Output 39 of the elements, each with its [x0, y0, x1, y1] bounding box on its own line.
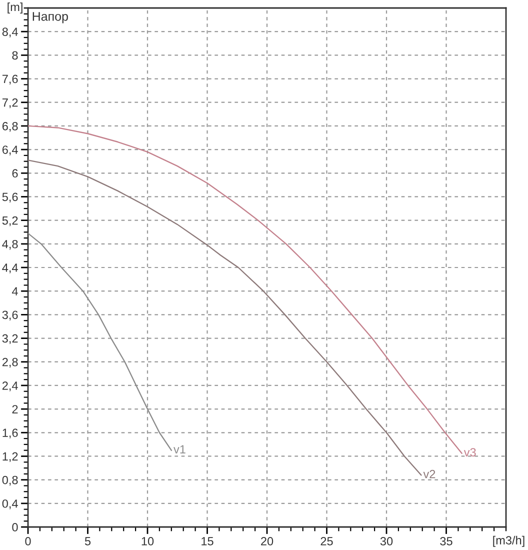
y-tick-label: 6 — [12, 169, 18, 178]
y-tick-label: 7,2 — [2, 98, 18, 108]
y-tick-label: 6,4 — [2, 146, 18, 156]
y-tick-label: 3,6 — [2, 310, 18, 320]
series-label: v3 — [464, 448, 476, 456]
x-axis-title: [m3/h] — [493, 536, 524, 547]
y-axis-title: [m] — [8, 2, 22, 14]
x-tick-label: 30 — [380, 537, 393, 546]
line-series — [28, 232, 172, 451]
x-tick-label: 0 — [25, 537, 31, 546]
y-tick-label: 7,6 — [2, 74, 18, 85]
y-tick-label: 6,8 — [2, 122, 18, 132]
series-label: v1 — [174, 445, 186, 454]
x-tick-label: 10 — [142, 537, 154, 546]
y-tick-label: 5,6 — [2, 192, 18, 203]
y-tick-label: 0,8 — [2, 476, 18, 486]
series-label: v2 — [423, 470, 436, 478]
line-series — [28, 160, 422, 476]
y-tick-label: 4,8 — [2, 240, 18, 250]
x-tick-label: 5 — [84, 537, 91, 546]
y-tick-label: 0 — [12, 523, 18, 532]
x-tick-label: 20 — [261, 537, 274, 546]
y-tick-label: 3,2 — [2, 334, 18, 344]
y-tick-label: 4 — [12, 287, 18, 296]
y-tick-label: 1,2 — [2, 452, 18, 462]
x-tick-label: 25 — [320, 537, 333, 546]
y-tick-label: 8 — [12, 51, 18, 60]
y-tick-label: 2,4 — [2, 381, 18, 392]
y-tick-label: 2,8 — [2, 358, 18, 368]
y-tick-label: 8,4 — [2, 28, 18, 38]
line-series — [28, 125, 462, 454]
x-tick-label: 35 — [440, 537, 452, 546]
y-tick-label: 4,4 — [2, 264, 18, 274]
y-tick-label: 1,6 — [2, 428, 18, 438]
y-tick-label: 2 — [12, 405, 18, 414]
x-tick-label: 15 — [202, 537, 214, 546]
y-tick-label: 0,4 — [2, 499, 18, 510]
y-tick-label: 5,2 — [2, 216, 18, 226]
chart-title: Напор — [32, 12, 68, 24]
